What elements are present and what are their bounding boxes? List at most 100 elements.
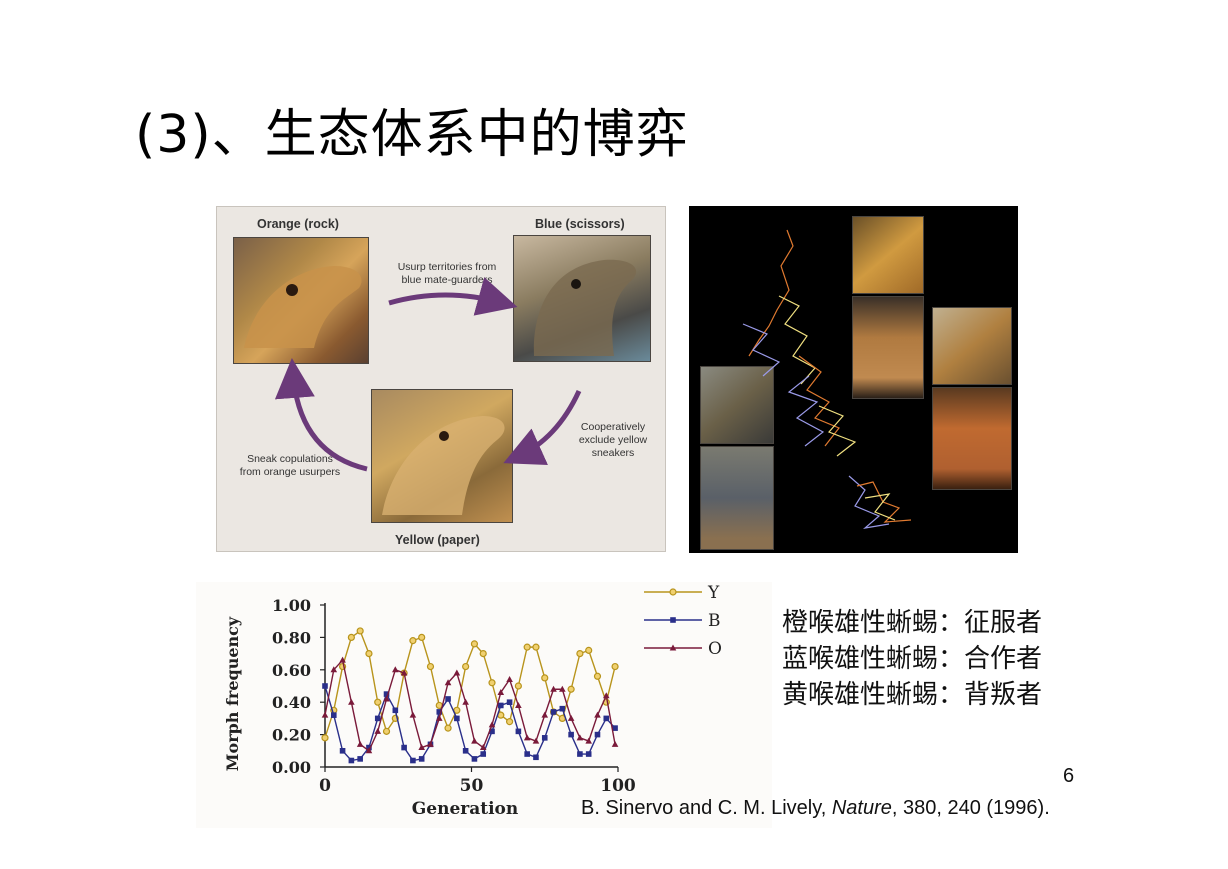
data-point-O — [602, 692, 610, 699]
note-usurp-line-2: blue mate-guarders — [401, 274, 493, 286]
data-point-B — [506, 699, 513, 705]
data-point-Y — [532, 643, 540, 651]
data-point-B — [418, 756, 425, 762]
data-point-B — [462, 748, 469, 754]
note-coop-line-2: exclude yellow — [578, 434, 648, 446]
data-point-O — [392, 666, 399, 673]
data-point-O — [506, 676, 513, 683]
data-point-B — [603, 715, 610, 722]
data-point-O — [488, 721, 496, 728]
note-coop-line-1: Cooperatively — [580, 421, 646, 433]
legend-label-Y: Y — [707, 583, 720, 603]
x-tick-label: 100 — [600, 776, 636, 796]
morph-yellow-text: 黄喉雄性蜥蜴：背叛者 — [782, 680, 1043, 710]
lizard-collage-figure — [689, 206, 1018, 553]
collage-photo-orange-1 — [852, 216, 924, 294]
data-point-O — [532, 737, 540, 744]
data-point-B — [541, 735, 548, 741]
data-point-B — [322, 683, 328, 689]
data-point-B — [410, 757, 416, 764]
data-point-Y — [374, 698, 382, 706]
legend-marker-O — [669, 644, 677, 651]
data-point-B — [357, 756, 363, 762]
data-point-O — [356, 740, 364, 747]
morph-orange-text: 橙喉雄性蜥蜴：征服者 — [782, 608, 1043, 638]
data-point-O — [427, 740, 434, 747]
data-point-Y — [505, 718, 514, 726]
data-point-O — [479, 744, 487, 751]
data-point-O — [594, 711, 601, 718]
cycle-arrows — [274, 277, 582, 472]
data-point-B — [383, 691, 390, 697]
data-point-O — [585, 737, 592, 744]
data-point-B — [374, 715, 381, 722]
data-point-B — [568, 731, 574, 738]
y-tick-label: 0.60 — [272, 661, 311, 680]
citation: B. Sinervo and C. M. Lively, Nature, 380… — [581, 797, 1050, 820]
data-point-Y — [611, 662, 619, 671]
data-point-Y — [576, 649, 584, 658]
citation-authors: B. Sinervo and C. M. Lively, — [581, 797, 832, 819]
data-point-Y — [541, 674, 549, 682]
data-point-B — [401, 744, 407, 751]
label-yellow-paper: Yellow (paper) — [395, 533, 480, 547]
data-point-O — [435, 714, 443, 721]
data-point-B — [348, 757, 355, 764]
blue-lizard-photo — [513, 235, 651, 362]
data-point-B — [612, 725, 618, 731]
morph-frequency-chart: Morph frequency Generation 0.00 0.20 0.40 0… — [196, 582, 772, 828]
data-point-B — [550, 709, 557, 715]
data-point-O — [471, 737, 478, 744]
data-point-Y — [585, 646, 593, 654]
data-point-O — [541, 711, 549, 718]
note-sneak: Sneak copulations from orange usurpers — [223, 453, 357, 479]
y-tick-label: 0.20 — [272, 726, 311, 745]
data-point-O — [365, 747, 373, 754]
data-point-B — [524, 751, 530, 757]
y-tick-label: 1.00 — [272, 596, 311, 615]
collage-photo-blue-1 — [700, 366, 774, 444]
data-point-B — [577, 751, 583, 757]
data-point-B — [445, 696, 451, 702]
genetic-map-lines — [742, 229, 912, 529]
data-point-O — [444, 679, 452, 686]
data-point-Y — [567, 685, 575, 693]
data-point-B — [471, 756, 478, 762]
data-point-O — [559, 685, 566, 692]
x-axis-label: Generation — [412, 799, 519, 819]
lizard-head-icon — [533, 259, 637, 356]
note-usurp: Usurp territories from blue mate-guarder… — [377, 261, 517, 287]
data-point-O — [348, 698, 355, 705]
data-point-Y — [479, 649, 487, 658]
data-point-Y — [426, 662, 435, 671]
data-point-Y — [418, 633, 426, 642]
data-point-B — [339, 748, 346, 754]
citation-journal: Nature — [831, 797, 892, 819]
y-axis-label: Morph frequency — [223, 616, 242, 771]
data-point-O — [550, 685, 557, 692]
data-point-O — [339, 656, 346, 663]
data-point-O — [400, 669, 408, 676]
series-line-O — [324, 658, 616, 752]
data-point-B — [436, 709, 443, 715]
morph-descriptions: 橙喉雄性蜥蜴：征服者 蓝喉雄性蜥蜴：合作者 黄喉雄性蜥蜴：背叛者 — [782, 605, 1042, 713]
data-point-Y — [593, 672, 602, 680]
data-point-B — [533, 754, 539, 761]
data-point-B — [559, 705, 566, 712]
arrow-orange-to-blue — [388, 277, 518, 316]
data-point-Y — [409, 637, 417, 645]
rps-cycle-figure: Orange (rock) Blue (scissors) Yellow (pa… — [216, 206, 666, 552]
y-tick-label: 0.80 — [272, 628, 311, 647]
data-point-O — [611, 740, 619, 747]
data-point-Y — [382, 727, 391, 735]
data-point-B — [585, 751, 592, 757]
y-tick-label: 0.40 — [272, 693, 311, 712]
data-point-B — [454, 715, 460, 722]
data-point-O — [567, 714, 575, 721]
data-point-B — [594, 731, 601, 738]
series-line-B — [324, 685, 616, 762]
data-point-Y — [523, 643, 531, 651]
arrow-blue-to-yellow — [503, 389, 582, 465]
data-point-Y — [321, 734, 329, 742]
citation-details: , 380, 240 (1996). — [891, 797, 1050, 819]
